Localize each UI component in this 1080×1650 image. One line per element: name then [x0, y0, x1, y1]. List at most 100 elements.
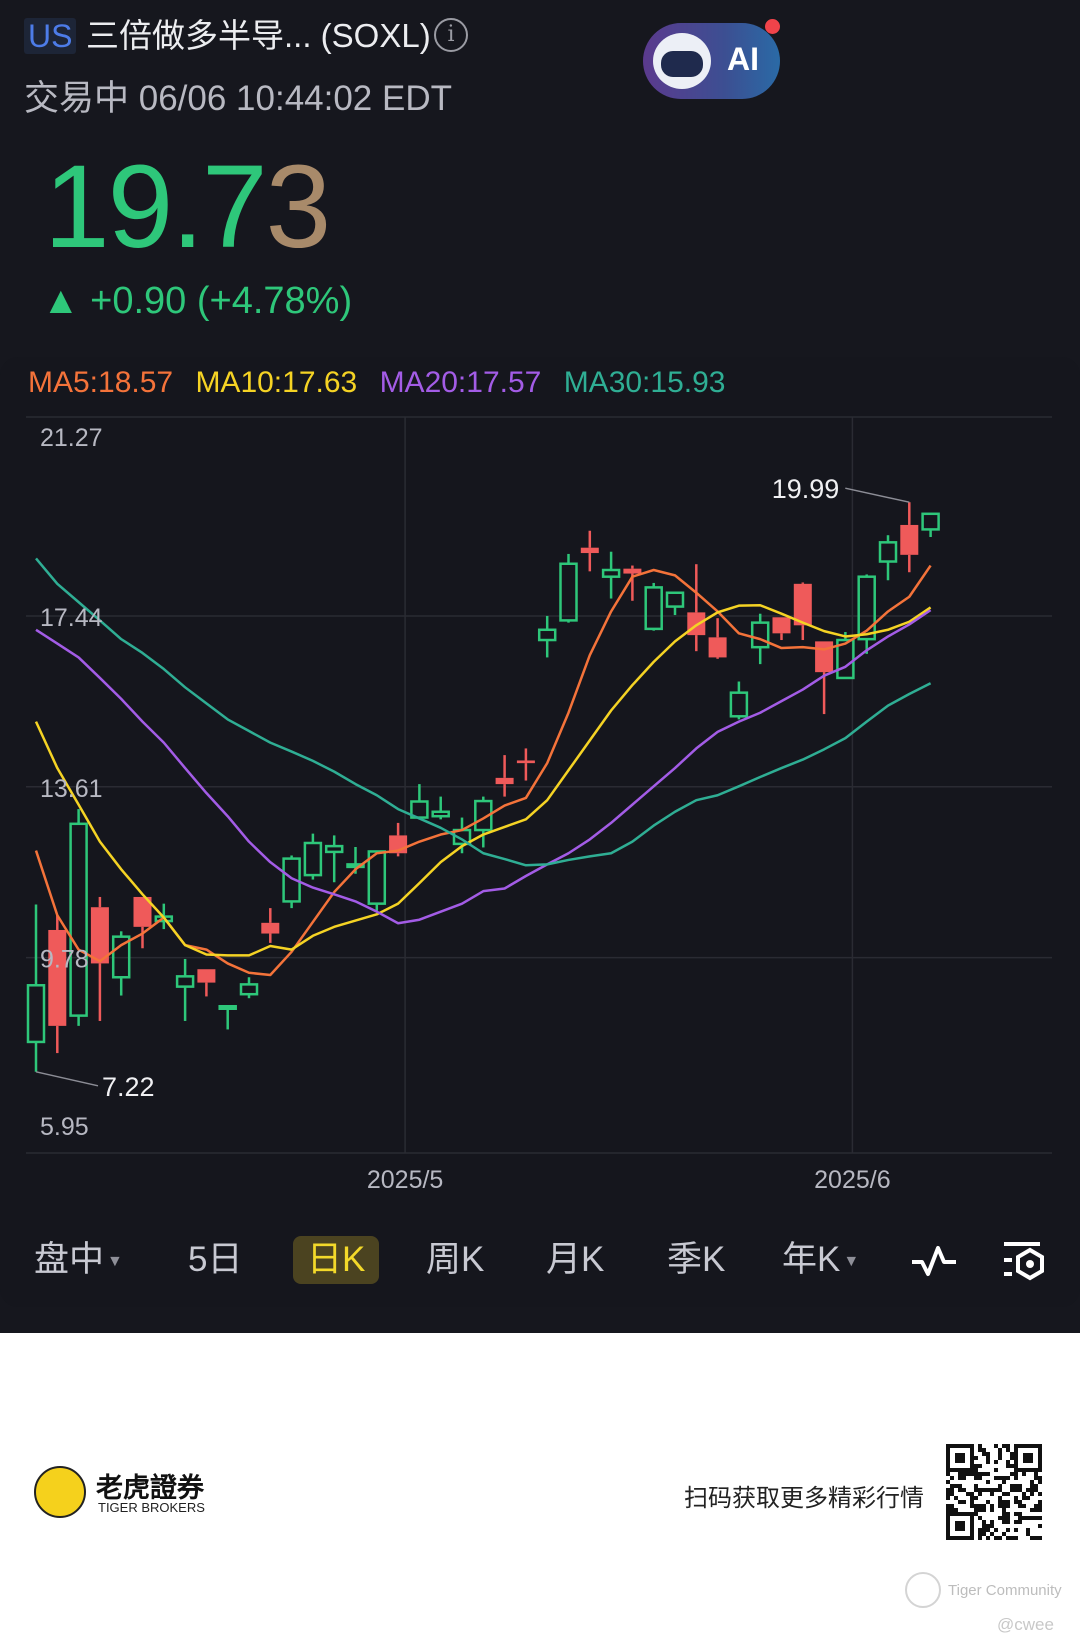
price-last-digit: 3 [265, 141, 332, 273]
ai-label: AI [727, 41, 759, 77]
qr-module [1034, 1508, 1038, 1512]
qr-module [1030, 1492, 1034, 1496]
qr-module [954, 1496, 958, 1500]
qr-module [990, 1504, 994, 1508]
qr-module [982, 1488, 986, 1492]
candle-body-up [175, 975, 195, 988]
tab-weekly-k[interactable]: 周K [426, 1240, 485, 1279]
indicator-icon[interactable] [910, 1242, 960, 1278]
candle [580, 530, 599, 572]
stock-title[interactable]: 三倍做多半导... (SOXL) [86, 17, 431, 54]
qr-module [998, 1452, 1002, 1456]
qr-module [1002, 1492, 1006, 1496]
candle [793, 582, 812, 641]
candle [687, 564, 706, 652]
qr-module [978, 1532, 982, 1536]
tab-intraday[interactable]: 盘中 ▼ [34, 1236, 123, 1284]
market-badge: US [24, 18, 77, 54]
qr-module [946, 1508, 950, 1512]
tab-5day[interactable]: 5日 [188, 1240, 243, 1279]
qr-module [998, 1484, 1002, 1488]
candle [410, 784, 429, 820]
tiger-brokers-logo [34, 1466, 86, 1518]
qr-module [1030, 1508, 1034, 1512]
qr-module [990, 1508, 994, 1512]
ai-assistant-button[interactable]: AI [643, 19, 780, 99]
candle [495, 755, 514, 797]
qr-module [1034, 1536, 1038, 1540]
qr-module [974, 1464, 978, 1468]
candle [303, 833, 323, 880]
tab-yearly-k[interactable]: 年K ▼ [782, 1236, 859, 1284]
robot-icon [653, 33, 711, 89]
qr-module [1010, 1452, 1014, 1456]
qr-module [970, 1492, 974, 1496]
qr-module [978, 1464, 982, 1468]
qr-module [1034, 1488, 1038, 1492]
qr-module [998, 1476, 1002, 1480]
qr-module [1010, 1484, 1014, 1488]
qr-finder-center [1023, 1453, 1033, 1463]
qr-module [982, 1448, 986, 1452]
qr-module [990, 1492, 994, 1496]
candle-body-down [793, 583, 812, 626]
qr-module [1006, 1500, 1010, 1504]
candle-body-up [750, 621, 770, 649]
qr-module [1030, 1516, 1034, 1520]
candle-body-up [836, 638, 855, 680]
qr-module [998, 1448, 1002, 1452]
candle-body-up [111, 935, 131, 979]
candle [815, 641, 834, 715]
tab-monthly-k[interactable]: 月K [546, 1240, 605, 1279]
qr-module [982, 1524, 986, 1528]
qr-finder-center [955, 1521, 965, 1531]
qr-module [986, 1452, 990, 1456]
candle [111, 931, 131, 996]
qr-module [1026, 1496, 1030, 1500]
tab-quarterly-k[interactable]: 季K [667, 1240, 726, 1279]
qr-module [950, 1476, 954, 1480]
tab-label: 年K [782, 1240, 841, 1279]
tab-daily-k[interactable]: 日K [293, 1236, 380, 1284]
y-tick-label: 21.27 [40, 424, 103, 452]
qr-module [994, 1528, 998, 1532]
qr-module [974, 1468, 978, 1472]
caret-down-icon: ▼ [107, 1252, 123, 1270]
qr-module [946, 1492, 950, 1496]
qr-module [1010, 1464, 1014, 1468]
ma-legend: MA5:18.57 MA10:17.63 MA20:17.57 MA30:15.… [28, 366, 739, 400]
info-icon[interactable]: i [434, 18, 468, 52]
candle-body-up [367, 850, 387, 905]
candle-body-up [559, 562, 578, 622]
qr-module [1022, 1516, 1026, 1520]
qr-module [1006, 1520, 1010, 1524]
qr-module [974, 1508, 978, 1512]
qr-finder [946, 1512, 974, 1540]
qr-module [986, 1460, 990, 1464]
candle [857, 574, 876, 654]
qr-module [962, 1488, 966, 1492]
candle-body-down [48, 929, 67, 1026]
qr-module [998, 1500, 1002, 1504]
qr-module [986, 1480, 990, 1484]
candle [516, 748, 535, 781]
qr-module [1006, 1448, 1010, 1452]
candle [367, 850, 387, 911]
price-main: 19.7 [44, 141, 268, 273]
candle-body-up [601, 568, 621, 578]
qr-module [1006, 1476, 1010, 1480]
qr-module [994, 1444, 998, 1448]
qr-module [1018, 1484, 1022, 1488]
qr-finder [1014, 1444, 1042, 1472]
chart-panel [0, 357, 1080, 1307]
qr-module [1026, 1488, 1030, 1492]
caret-down-icon: ▼ [843, 1252, 860, 1270]
qr-module [978, 1448, 982, 1452]
qr-module [1014, 1476, 1018, 1480]
candlestick-chart[interactable]: 2025/5 2025/6 21.27 17.44 13.61 9.78 5.95 7.22 1… [0, 0, 1080, 1220]
y-tick-label: 17.44 [40, 604, 103, 632]
qr-module [998, 1496, 1002, 1500]
chart-settings-icon[interactable] [1000, 1238, 1048, 1282]
qr-module [946, 1496, 950, 1500]
y-tick-label: 5.95 [40, 1113, 89, 1141]
